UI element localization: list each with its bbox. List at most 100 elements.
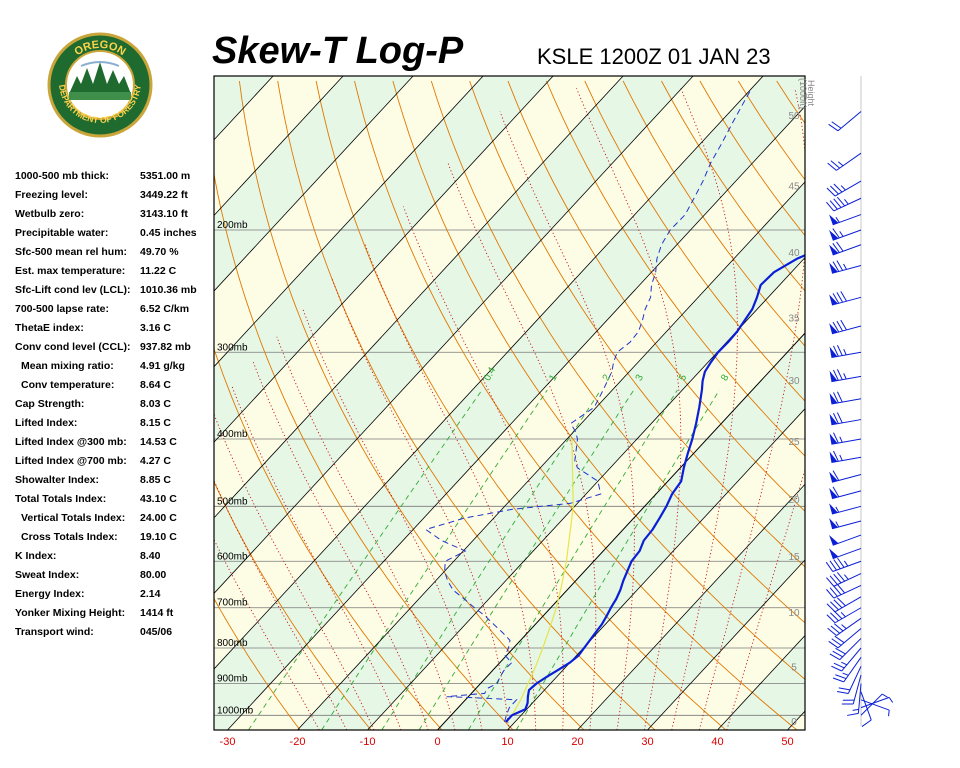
index-value: 4.27 C <box>140 455 171 467</box>
wind-barb <box>860 699 890 717</box>
wind-barb <box>841 674 862 705</box>
mixing-ratio-line <box>321 389 548 730</box>
index-row: Sfc-500 mean rel hum: 49.70 % <box>15 244 215 263</box>
wind-barb <box>829 369 862 383</box>
wind-barb <box>825 557 862 572</box>
index-value: 1010.36 mb <box>140 284 197 296</box>
moist-adiabat <box>576 88 682 730</box>
plot-labels: 200mb 300mb 400mb 500mb 600mb 700mb 800mb 900mb… <box>217 78 816 748</box>
mixing-ratio-line <box>468 389 678 730</box>
height-tick-label: 25 <box>788 437 800 448</box>
dry-adiabat <box>892 81 960 730</box>
height-tick-label: 50 <box>788 111 800 122</box>
index-value: 1414 ft <box>140 607 174 619</box>
wind-barb <box>860 691 872 727</box>
wind-barb <box>829 291 862 306</box>
wind-barb <box>829 470 862 483</box>
wind-barb <box>827 152 862 171</box>
wind-barb <box>829 241 862 256</box>
index-label: K Index: <box>15 550 57 562</box>
index-row: Transport wind: 045/06 <box>15 624 215 643</box>
wind-barb <box>826 607 862 624</box>
wind-barb <box>847 683 862 716</box>
index-value: 5351.00 m <box>140 170 191 182</box>
index-value: 43.10 C <box>140 493 177 505</box>
moist-adiabat <box>402 206 564 730</box>
isotherm-line <box>214 76 694 594</box>
index-row: Cross Totals Index: 19.10 C <box>15 529 215 548</box>
mixing-ratio-label: 1 <box>547 372 560 382</box>
index-row: Lifted Index @300 mb: 14.53 C <box>15 434 215 453</box>
dry-adiabat <box>815 81 960 730</box>
isotherm-line <box>507 408 805 730</box>
height-tick-label: 35 <box>788 313 800 324</box>
index-row: Conv temperature: 8.64 C <box>15 377 215 396</box>
dry-adiabat <box>214 597 301 730</box>
isotherm-line <box>787 710 805 730</box>
dry-adiabat <box>469 80 805 568</box>
wind-barb <box>829 450 862 463</box>
dry-adiabat <box>430 80 805 624</box>
index-row: Est. max temperature: 11.22 C <box>15 263 215 282</box>
temperature-tick-label: -10 <box>360 736 376 748</box>
height-tick-label: 40 <box>788 248 800 259</box>
height-axis-title: (1000ft) <box>798 78 808 109</box>
index-row: 700-500 lapse rate: 6.52 C/km <box>15 301 215 320</box>
moist-adiabat <box>214 479 348 730</box>
wind-barb-panel <box>825 76 894 727</box>
wind-barb <box>831 647 862 672</box>
moist-adiabat <box>214 538 320 730</box>
moist-adiabat <box>364 244 537 730</box>
height-tick-label: 5 <box>791 662 797 673</box>
pressure-level-label: 700mb <box>217 598 248 609</box>
index-value: 6.52 C/km <box>140 303 190 315</box>
dry-adiabat <box>930 81 960 730</box>
index-row: Cap Strength: 8.03 C <box>15 396 215 415</box>
index-label: Wetbulb zero: <box>15 208 85 220</box>
dry-adiabat <box>545 80 805 457</box>
temperature-tick-label: 30 <box>641 736 653 748</box>
dry-adiabat <box>507 80 805 512</box>
index-row: Energy Index: 2.14 <box>15 586 215 605</box>
plot-series <box>424 88 805 723</box>
oregon-forestry-logo: OREGON DEPARTMENT OF FORESTRY <box>47 32 153 138</box>
isotherm-band <box>214 76 274 140</box>
index-value: 3143.10 ft <box>140 208 188 220</box>
wind-barb <box>829 345 862 358</box>
wind-barb <box>829 412 862 426</box>
index-row: Precipitable water: 0.45 inches <box>15 225 215 244</box>
wind-barb <box>829 214 862 226</box>
isotherm-line <box>647 559 805 730</box>
logo-text-top: OREGON <box>72 39 127 58</box>
index-label: Conv temperature: <box>21 379 115 391</box>
isotherm-line <box>214 76 764 670</box>
index-label: 700-500 lapse rate: <box>15 303 109 315</box>
dry-adiabat <box>622 80 805 347</box>
index-label: Lifted Index @700 mb: <box>15 455 127 467</box>
index-value: 24.00 C <box>140 512 177 524</box>
index-value: 8.64 C <box>140 379 171 391</box>
mixing-ratio-line <box>515 389 720 730</box>
index-value: 0.45 inches <box>140 227 197 239</box>
index-row: Total Totals Index: 43.10 C <box>15 491 215 510</box>
wind-barb <box>827 617 862 636</box>
temperature-tick-label: 50 <box>781 736 793 748</box>
index-value: 49.70 % <box>140 246 179 258</box>
index-value: 8.40 <box>140 550 161 562</box>
temperature-tick-label: -20 <box>290 736 306 748</box>
dry-adiabat <box>354 80 798 730</box>
index-row: Mean mixing ratio: 4.91 g/kg <box>15 358 215 377</box>
index-value: 19.10 C <box>140 531 177 543</box>
mixing-ratio-line <box>418 389 635 730</box>
wind-barb <box>829 547 862 560</box>
index-label: Sweat Index: <box>15 569 80 581</box>
pressure-level-label: 800mb <box>217 638 248 649</box>
index-row: Freezing level: 3449.22 ft <box>15 187 215 206</box>
index-label: Yonker Mixing Height: <box>15 607 126 619</box>
parcel-trace-line <box>511 438 574 716</box>
index-row: 1000-500 mb thick: 5351.00 m <box>15 168 215 187</box>
index-value: 14.53 C <box>140 436 177 448</box>
isotherm-line <box>227 105 805 730</box>
wind-barb <box>829 503 862 515</box>
pressure-level-label: 300mb <box>217 342 248 353</box>
